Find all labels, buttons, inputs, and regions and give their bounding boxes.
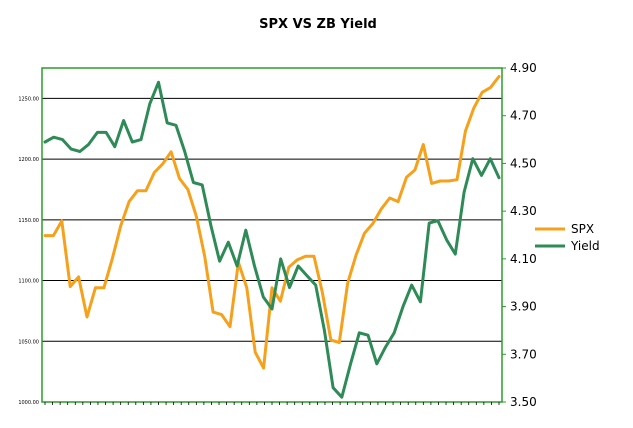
left-tick-label: 1050.00 [18, 339, 39, 345]
left-tick-label: 1000.00 [18, 400, 39, 406]
right-tick-label: 4.90 [510, 61, 537, 75]
left-tick-label: 1150.00 [18, 218, 39, 224]
left-tick-label: 1250.00 [18, 96, 39, 102]
chart-title: SPX VS ZB Yield [259, 17, 377, 32]
right-tick-label: 3.70 [510, 347, 537, 361]
series-line-spx [43, 75, 501, 370]
right-axis-ticks: 3.50 3.70 3.90 4.10 4.30 4.50 4.70 4.90 [502, 61, 537, 409]
left-axis-ticks: 1000.00 1050.00 1100.00 1150.00 1200.00 1250.… [18, 96, 39, 406]
plot-area-border [41, 67, 503, 403]
right-tick-label: 4.70 [510, 109, 537, 123]
legend-label-yield: Yield [570, 239, 600, 253]
series-line-yield [43, 80, 501, 399]
series-lines [43, 75, 501, 399]
right-tick-label: 4.50 [510, 156, 537, 170]
x-axis-ticks [44, 402, 500, 405]
left-tick-label: 1100.00 [18, 279, 39, 285]
legend: SPX Yield [535, 222, 600, 253]
right-tick-label: 3.50 [510, 395, 537, 409]
legend-label-spx: SPX [571, 222, 594, 236]
right-tick-label: 4.10 [510, 252, 537, 266]
right-tick-label: 3.90 [510, 300, 537, 314]
left-tick-label: 1200.00 [18, 157, 39, 163]
right-tick-label: 4.30 [510, 204, 537, 218]
